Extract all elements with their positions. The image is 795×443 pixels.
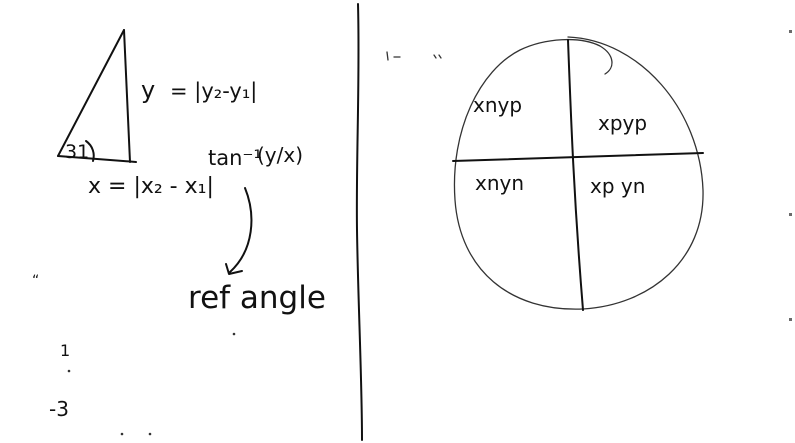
y-label: y <box>141 76 155 104</box>
right-edge-mark <box>789 318 792 321</box>
angle-label: 31 <box>65 141 89 163</box>
y-formula: = |y₂-y₁| <box>170 79 257 104</box>
right-triangle <box>57 29 137 163</box>
horizontal-axis <box>452 152 704 162</box>
divider-line <box>355 3 363 441</box>
stray-dot <box>120 432 124 436</box>
stray-mark: -3 <box>49 397 69 421</box>
arctan-label: tan⁻¹ <box>208 146 262 170</box>
x-formula: x = |x₂ - x₁| <box>88 174 214 199</box>
stray-mark: “ <box>32 273 39 289</box>
arctan-argument: (y/x) <box>257 143 303 167</box>
quadrant-circle <box>453 36 704 310</box>
faint-mark <box>386 51 442 61</box>
right-edge-mark <box>789 213 792 216</box>
vertical-axis <box>567 39 584 311</box>
quadrant-bottom-left-label: xnyn <box>475 171 524 195</box>
ref-angle-label: ref angle <box>188 280 326 316</box>
stray-dot <box>67 369 71 373</box>
right-edge-mark <box>789 30 792 33</box>
stray-dot <box>148 432 152 436</box>
arrow-head <box>225 263 243 275</box>
stray-mark: 1 <box>60 341 70 360</box>
stray-dot <box>232 332 236 336</box>
quadrant-bottom-right-label: xp yn <box>590 174 645 198</box>
quadrant-top-left-label: xnyp <box>473 93 522 117</box>
pointer-arrow <box>229 187 253 273</box>
quadrant-top-right-label: xpyp <box>598 111 647 135</box>
